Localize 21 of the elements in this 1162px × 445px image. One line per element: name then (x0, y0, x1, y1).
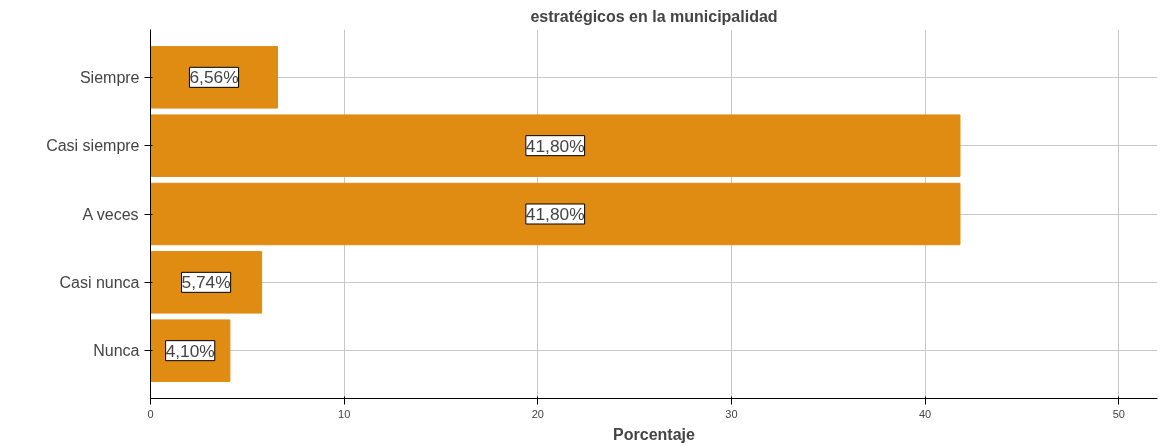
bar (150, 46, 279, 109)
y-tick-label: Casi nunca (59, 273, 140, 291)
x-axis-title: Porcentaje (613, 425, 696, 443)
x-tick-label: 0 (147, 407, 154, 420)
x-tick-label: 50 (1112, 407, 1125, 420)
y-tick-label: Casi siempre (46, 137, 140, 155)
x-tick-label: 10 (338, 407, 351, 420)
y-tick-label: Siempre (79, 68, 140, 86)
bar (150, 182, 961, 246)
y-tick-label: A veces (82, 205, 139, 223)
data-label: 41,80% (525, 204, 585, 224)
bar (150, 114, 961, 177)
data-label: 5,74% (181, 272, 231, 293)
data-label: 4,10% (165, 340, 215, 361)
data-label: 41,80% (525, 135, 585, 156)
x-tick-label: 20 (531, 407, 544, 420)
y-tick-label: Nunca (93, 342, 140, 360)
x-tick-label: 30 (725, 407, 738, 420)
chart-title: estratégicos en la municipalidad (530, 7, 778, 25)
data-label: 6,56% (189, 67, 239, 88)
x-tick-label: 40 (919, 407, 932, 420)
